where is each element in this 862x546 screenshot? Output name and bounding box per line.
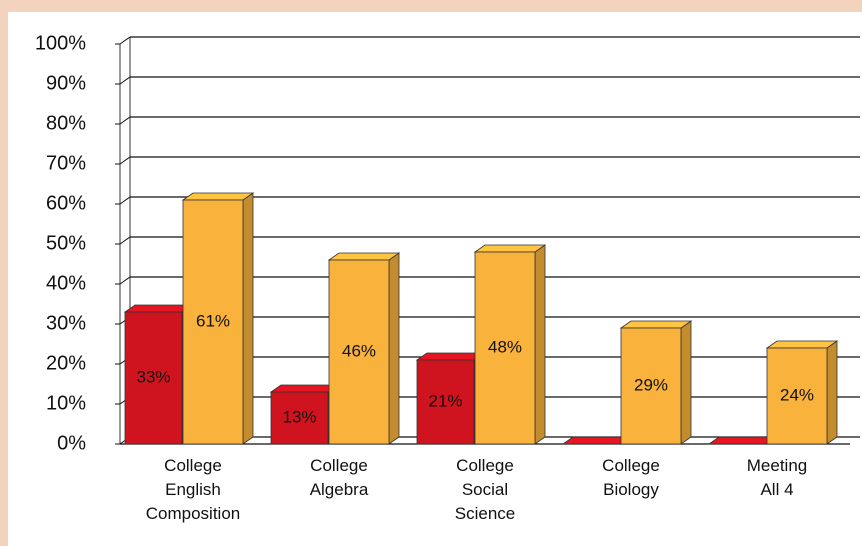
data-label: 46%	[342, 341, 376, 360]
y-tick-label: 90%	[46, 72, 86, 94]
x-tick-label: Meeting All 4	[746, 456, 808, 499]
data-label: 21%	[428, 391, 462, 410]
bar	[474, 251, 536, 445]
y-tick-label: 60%	[46, 192, 86, 214]
y-tick-label: 100%	[35, 32, 86, 54]
bar-top	[561, 436, 632, 445]
data-label: 33%	[136, 367, 170, 386]
data-label: 61%	[196, 311, 230, 330]
grid-stub	[119, 196, 131, 205]
x-tick-label: College Social Science	[454, 456, 516, 523]
bar-side	[680, 320, 692, 445]
bar-side	[388, 252, 400, 445]
y-tick-label: 20%	[46, 352, 86, 374]
bar	[766, 347, 828, 445]
bar-top	[327, 252, 401, 261]
y-tick-label: 50%	[46, 232, 86, 254]
data-label: 48%	[488, 337, 522, 356]
bar-top	[619, 320, 693, 329]
bar-top	[123, 304, 194, 313]
bar-top	[415, 352, 486, 361]
grid-stub	[119, 76, 131, 85]
x-tick-label: College Algebra	[309, 456, 369, 499]
bar-side	[826, 340, 838, 445]
y-tick-label: 80%	[46, 112, 86, 134]
y-tick-label: 70%	[46, 152, 86, 174]
grid-stub	[119, 116, 131, 125]
bar	[270, 391, 329, 445]
grid-stub	[119, 276, 131, 285]
bar-top	[765, 340, 839, 349]
bar	[416, 359, 475, 445]
grid-stub	[119, 156, 131, 165]
y-tick-label: 0%	[57, 432, 86, 454]
grid-stub	[119, 36, 131, 45]
bar	[124, 311, 183, 445]
y-tick-label: 30%	[46, 312, 86, 334]
x-tick-label: College Biology	[602, 456, 660, 499]
y-tick-label: 10%	[46, 392, 86, 414]
bar-top	[269, 384, 340, 393]
bar	[328, 259, 390, 445]
bar	[182, 199, 244, 445]
bar-top	[473, 244, 547, 253]
bar	[620, 327, 682, 445]
y-tick-label: 40%	[46, 272, 86, 294]
bar-top	[707, 436, 778, 445]
panel	[8, 12, 862, 546]
bar-top	[181, 192, 255, 201]
data-label: 29%	[634, 375, 668, 394]
x-tick-label: College English Composition	[145, 456, 241, 523]
data-label: 24%	[780, 385, 814, 404]
data-label: 13%	[282, 407, 316, 426]
grid-stub	[119, 236, 131, 245]
bar-side	[242, 192, 254, 445]
bar-side	[534, 244, 546, 445]
